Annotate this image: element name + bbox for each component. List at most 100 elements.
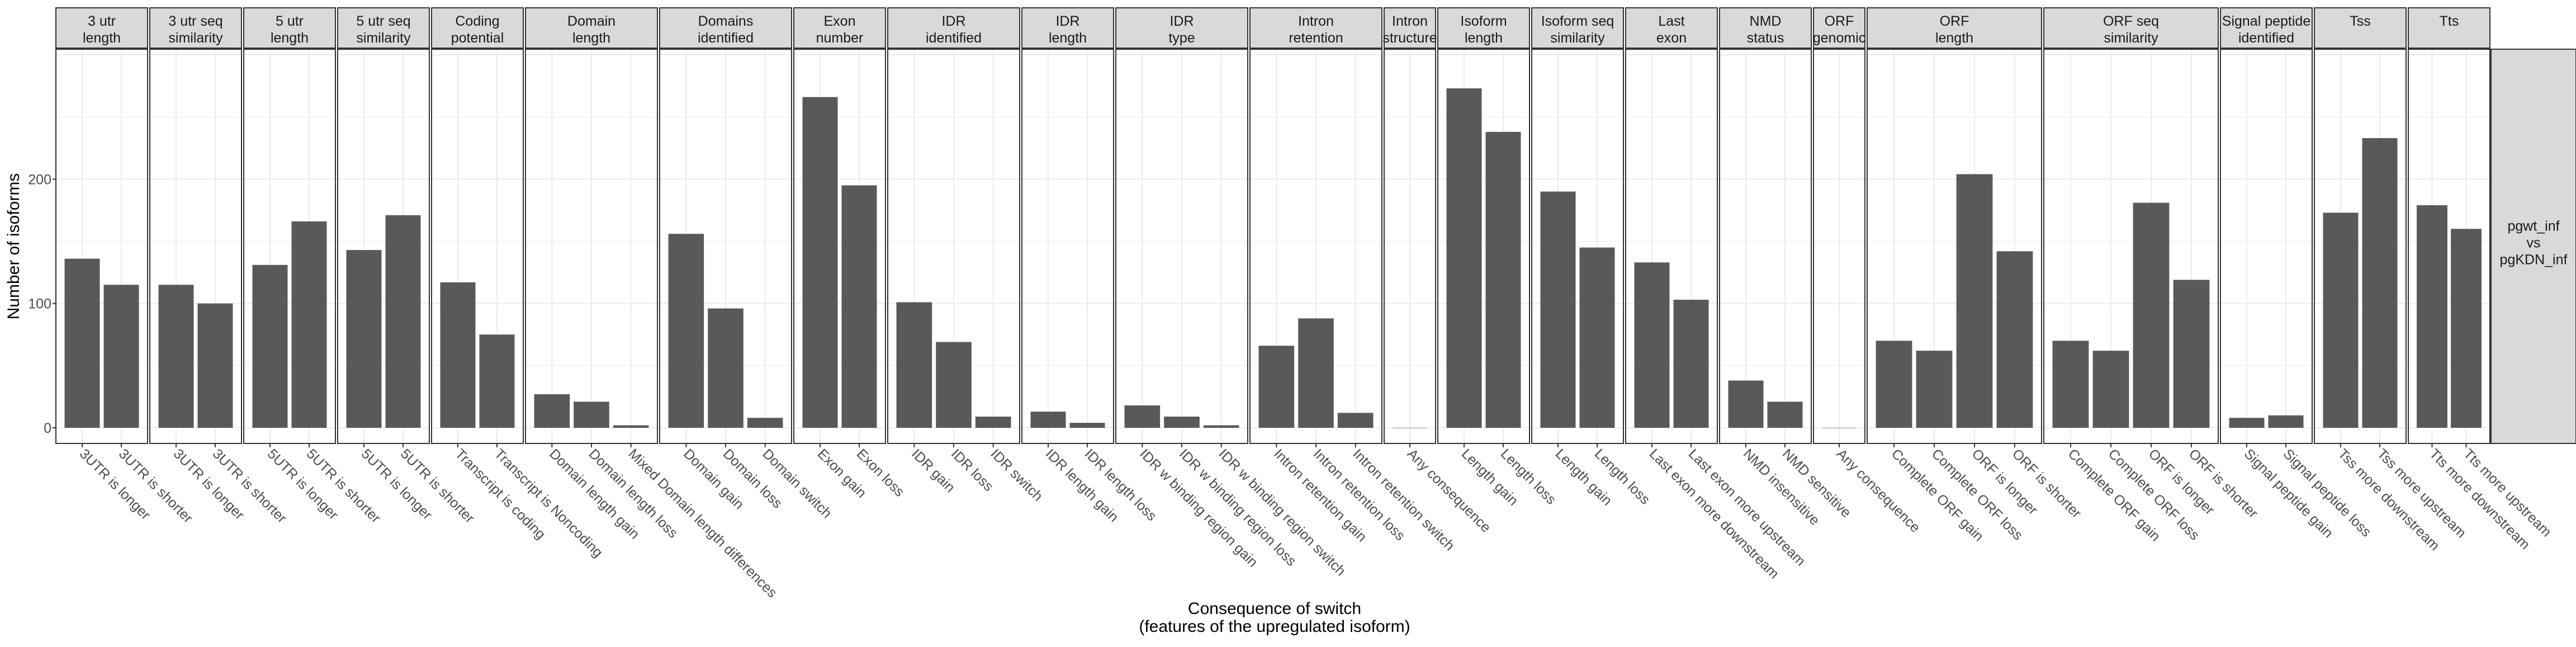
panel-border	[337, 49, 430, 444]
facet-strip	[1867, 7, 2042, 49]
facet-strip	[793, 7, 886, 49]
bar	[1337, 413, 1374, 428]
bar	[668, 234, 704, 428]
x-axis-title: Consequence of switch (features of the up…	[1139, 599, 1410, 636]
facet-strip-label: Isoform length	[1460, 13, 1507, 46]
bar	[64, 258, 100, 428]
bar	[291, 221, 327, 428]
facet-strip-label: ORF length	[1935, 13, 1973, 46]
panel-border	[659, 49, 792, 444]
facet-strip	[525, 7, 658, 49]
y-tick-label: 100	[28, 296, 51, 312]
panel-border	[1437, 49, 1530, 444]
facet-strip	[2220, 7, 2313, 49]
bar	[103, 285, 139, 428]
facet-strip	[887, 7, 1020, 49]
panel-background	[1022, 49, 1114, 443]
x-tick-label: IDR switch	[987, 446, 1045, 504]
bar	[1124, 405, 1161, 428]
facet-strip-label: 5 utr length	[271, 13, 309, 46]
panel-border	[2043, 49, 2219, 444]
facet-strip	[149, 7, 242, 49]
bar	[440, 282, 476, 428]
bar	[708, 308, 744, 428]
bar	[1446, 88, 1482, 428]
bar	[747, 418, 783, 428]
panel-border	[1867, 49, 2042, 444]
bar	[1069, 423, 1105, 428]
facet-strip	[1813, 7, 1865, 49]
panel-border	[1115, 49, 1248, 444]
panel-border	[1719, 49, 1812, 444]
facet-strip-label: Intron retention	[1289, 13, 1343, 46]
facet-strip	[1021, 7, 1114, 49]
panel-border	[1813, 49, 1865, 444]
facet-strip	[431, 7, 524, 49]
facet-row-strip	[2490, 49, 2576, 444]
bar	[896, 302, 932, 428]
facet-strip-label: IDR length	[1049, 13, 1087, 46]
facet-strip	[1719, 7, 1812, 49]
bar	[1876, 341, 1912, 428]
panel-border	[2314, 49, 2407, 444]
bar	[841, 185, 877, 428]
bar	[158, 285, 194, 428]
facet-strip	[55, 7, 148, 49]
panel-border	[1021, 49, 1114, 444]
bar	[975, 416, 1011, 428]
facet-strip	[2314, 7, 2407, 49]
facet-strip	[1625, 7, 1718, 49]
bar	[385, 215, 421, 428]
x-tick-label: IDR length gain	[1043, 446, 1122, 525]
facet-strip-label: 3 utr length	[83, 13, 121, 46]
facet-strip	[2408, 7, 2490, 49]
bar	[1540, 191, 1576, 428]
facet-strip-label: Intron structure	[1382, 13, 1437, 46]
bar	[802, 97, 838, 428]
bar	[2323, 212, 2359, 428]
x-tick-label: 3UTR is longer	[77, 446, 154, 523]
bar	[197, 303, 233, 428]
panel-background	[2220, 49, 2312, 443]
bar	[2268, 415, 2304, 428]
bar	[1258, 346, 1295, 428]
facet-strip	[243, 7, 336, 49]
facet-strip-label: NMD status	[1747, 13, 1784, 46]
panel-border	[431, 49, 524, 444]
y-tick-label: 0	[44, 421, 51, 436]
panel-border	[149, 49, 242, 444]
bar	[2229, 418, 2265, 428]
bar	[1956, 174, 1993, 428]
panel-border	[1249, 49, 1382, 444]
bar	[2173, 280, 2210, 428]
panel-border	[1625, 49, 1718, 444]
bar	[1298, 318, 1334, 428]
bar	[534, 394, 570, 428]
bar	[2092, 351, 2129, 428]
panel-border	[1531, 49, 1624, 444]
bar	[1996, 251, 2033, 428]
panel-border	[1384, 49, 1436, 444]
facet-strip-label: 3 utr seq similarity	[168, 13, 223, 46]
panel-border	[887, 49, 1020, 444]
x-tick-label: IDR gain	[908, 446, 958, 495]
facet-strip-label: IDR type	[1168, 13, 1195, 46]
bar	[479, 334, 515, 428]
facet-strip	[659, 7, 792, 49]
facet-strip-label: Signal peptide identified	[2222, 13, 2310, 46]
panel-border	[243, 49, 336, 444]
facet-strip	[1249, 7, 1382, 49]
facet-strip-label: Last exon	[1656, 13, 1687, 46]
bar	[1634, 262, 1670, 428]
facet-strip-label: ORF genomic	[1813, 13, 1866, 46]
bar	[936, 342, 972, 428]
bar	[2451, 229, 2482, 428]
bar	[1916, 351, 1953, 428]
bar	[1673, 299, 1709, 428]
bar	[346, 250, 382, 428]
facet-strip-label: Domains identified	[698, 13, 754, 46]
panel-border	[793, 49, 886, 444]
bar	[1767, 402, 1803, 428]
